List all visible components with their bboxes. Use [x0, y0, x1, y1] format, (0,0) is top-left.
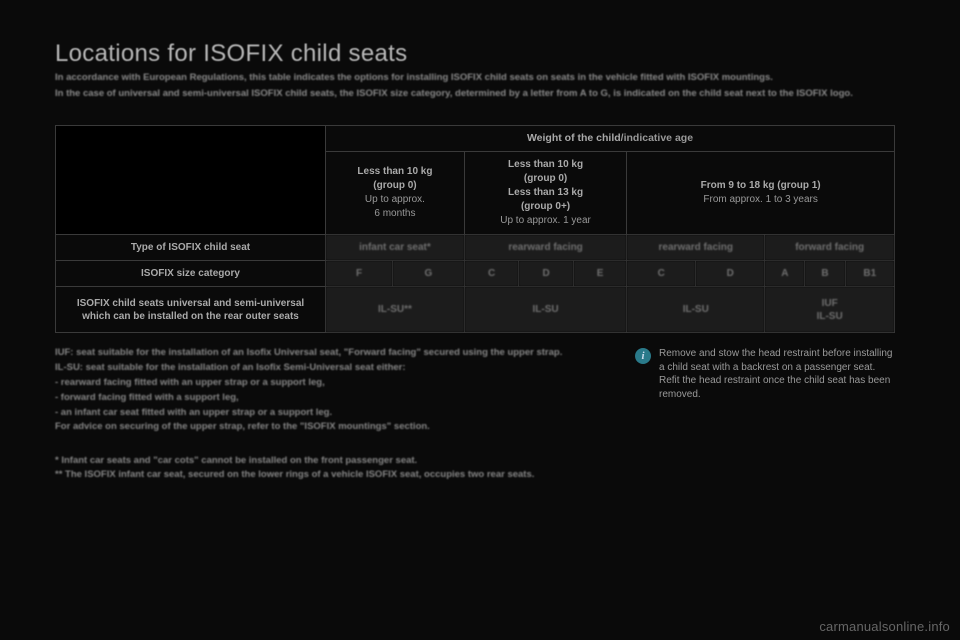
type-c2: rearward facing — [464, 235, 626, 261]
size-f: C — [627, 261, 696, 287]
c1l4: 6 months — [374, 208, 415, 219]
c2l5: Up to approx. 1 year — [500, 215, 591, 226]
row-inst-label: ISOFIX child seats universal and semi-un… — [56, 287, 326, 333]
inst-c3: IL-SU — [627, 287, 765, 333]
size-j: B1 — [845, 261, 894, 287]
c2l2: (group 0) — [524, 173, 567, 184]
isofix-table: Weight of the child/indicative age Less … — [55, 125, 895, 334]
type-c4: forward facing — [765, 235, 895, 261]
inst-c4b: IL-SU — [817, 311, 843, 322]
page-title: Locations for ISOFIX child seats — [55, 40, 895, 68]
c2l1: Less than 10 kg — [508, 159, 583, 170]
notes-block: IUF: seat suitable for the installation … — [55, 347, 609, 436]
c2l4: (group 0+) — [521, 201, 570, 212]
aside-text: Remove and stow the head restraint befor… — [659, 347, 895, 401]
inst-c1: IL-SU** — [326, 287, 465, 333]
row-size-label: ISOFIX size category — [56, 261, 326, 287]
table-corner-blank — [56, 125, 326, 235]
inst-c2: IL-SU — [464, 287, 626, 333]
watermark: carmanualsonline.info — [819, 619, 950, 634]
info-aside: i Remove and stow the head restraint bef… — [635, 347, 895, 436]
weight-header: Weight of the child/indicative age — [326, 125, 895, 152]
size-e: E — [573, 261, 626, 287]
c1l1: Less than 10 kg — [357, 166, 432, 177]
size-c: C — [464, 261, 519, 287]
size-d: D — [519, 261, 574, 287]
size-b: G — [393, 261, 465, 287]
note-iuf: IUF: seat suitable for the installation … — [55, 347, 609, 360]
inst-c4: IUF IL-SU — [765, 287, 895, 333]
info-icon: i — [635, 348, 651, 364]
c2l3: Less than 13 kg — [508, 187, 583, 198]
size-a: F — [326, 261, 393, 287]
inst-c4a: IUF — [822, 298, 838, 309]
c3l2: From approx. 1 to 3 years — [703, 194, 818, 205]
note-bullet-3: - an infant car seat fitted with an uppe… — [55, 407, 609, 420]
c1l3: Up to approx. — [365, 194, 425, 205]
type-c3: rearward facing — [627, 235, 765, 261]
c1l2: (group 0) — [373, 180, 416, 191]
weight-header-bold: Weight of the child — [527, 132, 621, 144]
note-advice: For advice on securing of the upper stra… — [55, 421, 609, 434]
size-i: B — [805, 261, 845, 287]
intro-paragraph-1: In accordance with European Regulations,… — [55, 72, 895, 85]
c3l1: From 9 to 18 kg (group 1) — [701, 180, 821, 191]
weight-header-rest: /indicative age — [621, 132, 693, 144]
group-col-3: From 9 to 18 kg (group 1) From approx. 1… — [627, 152, 895, 235]
footnote-1: * Infant car seats and "car cots" cannot… — [55, 454, 895, 468]
note-ilsu: IL-SU: seat suitable for the installatio… — [55, 362, 609, 375]
group-col-1: Less than 10 kg (group 0) Up to approx. … — [326, 152, 465, 235]
group-col-2: Less than 10 kg (group 0) Less than 13 k… — [464, 152, 626, 235]
footnote-2: ** The ISOFIX infant car seat, secured o… — [55, 468, 895, 482]
note-bullet-1: - rearward facing fitted with an upper s… — [55, 377, 609, 390]
size-g: D — [696, 261, 765, 287]
type-c1: infant car seat* — [326, 235, 465, 261]
footnotes: * Infant car seats and "car cots" cannot… — [55, 454, 895, 483]
row-type-label: Type of ISOFIX child seat — [56, 235, 326, 261]
intro-paragraph-2: In the case of universal and semi-univer… — [55, 88, 895, 101]
size-h: A — [765, 261, 805, 287]
note-bullet-2: - forward facing fitted with a support l… — [55, 392, 609, 405]
